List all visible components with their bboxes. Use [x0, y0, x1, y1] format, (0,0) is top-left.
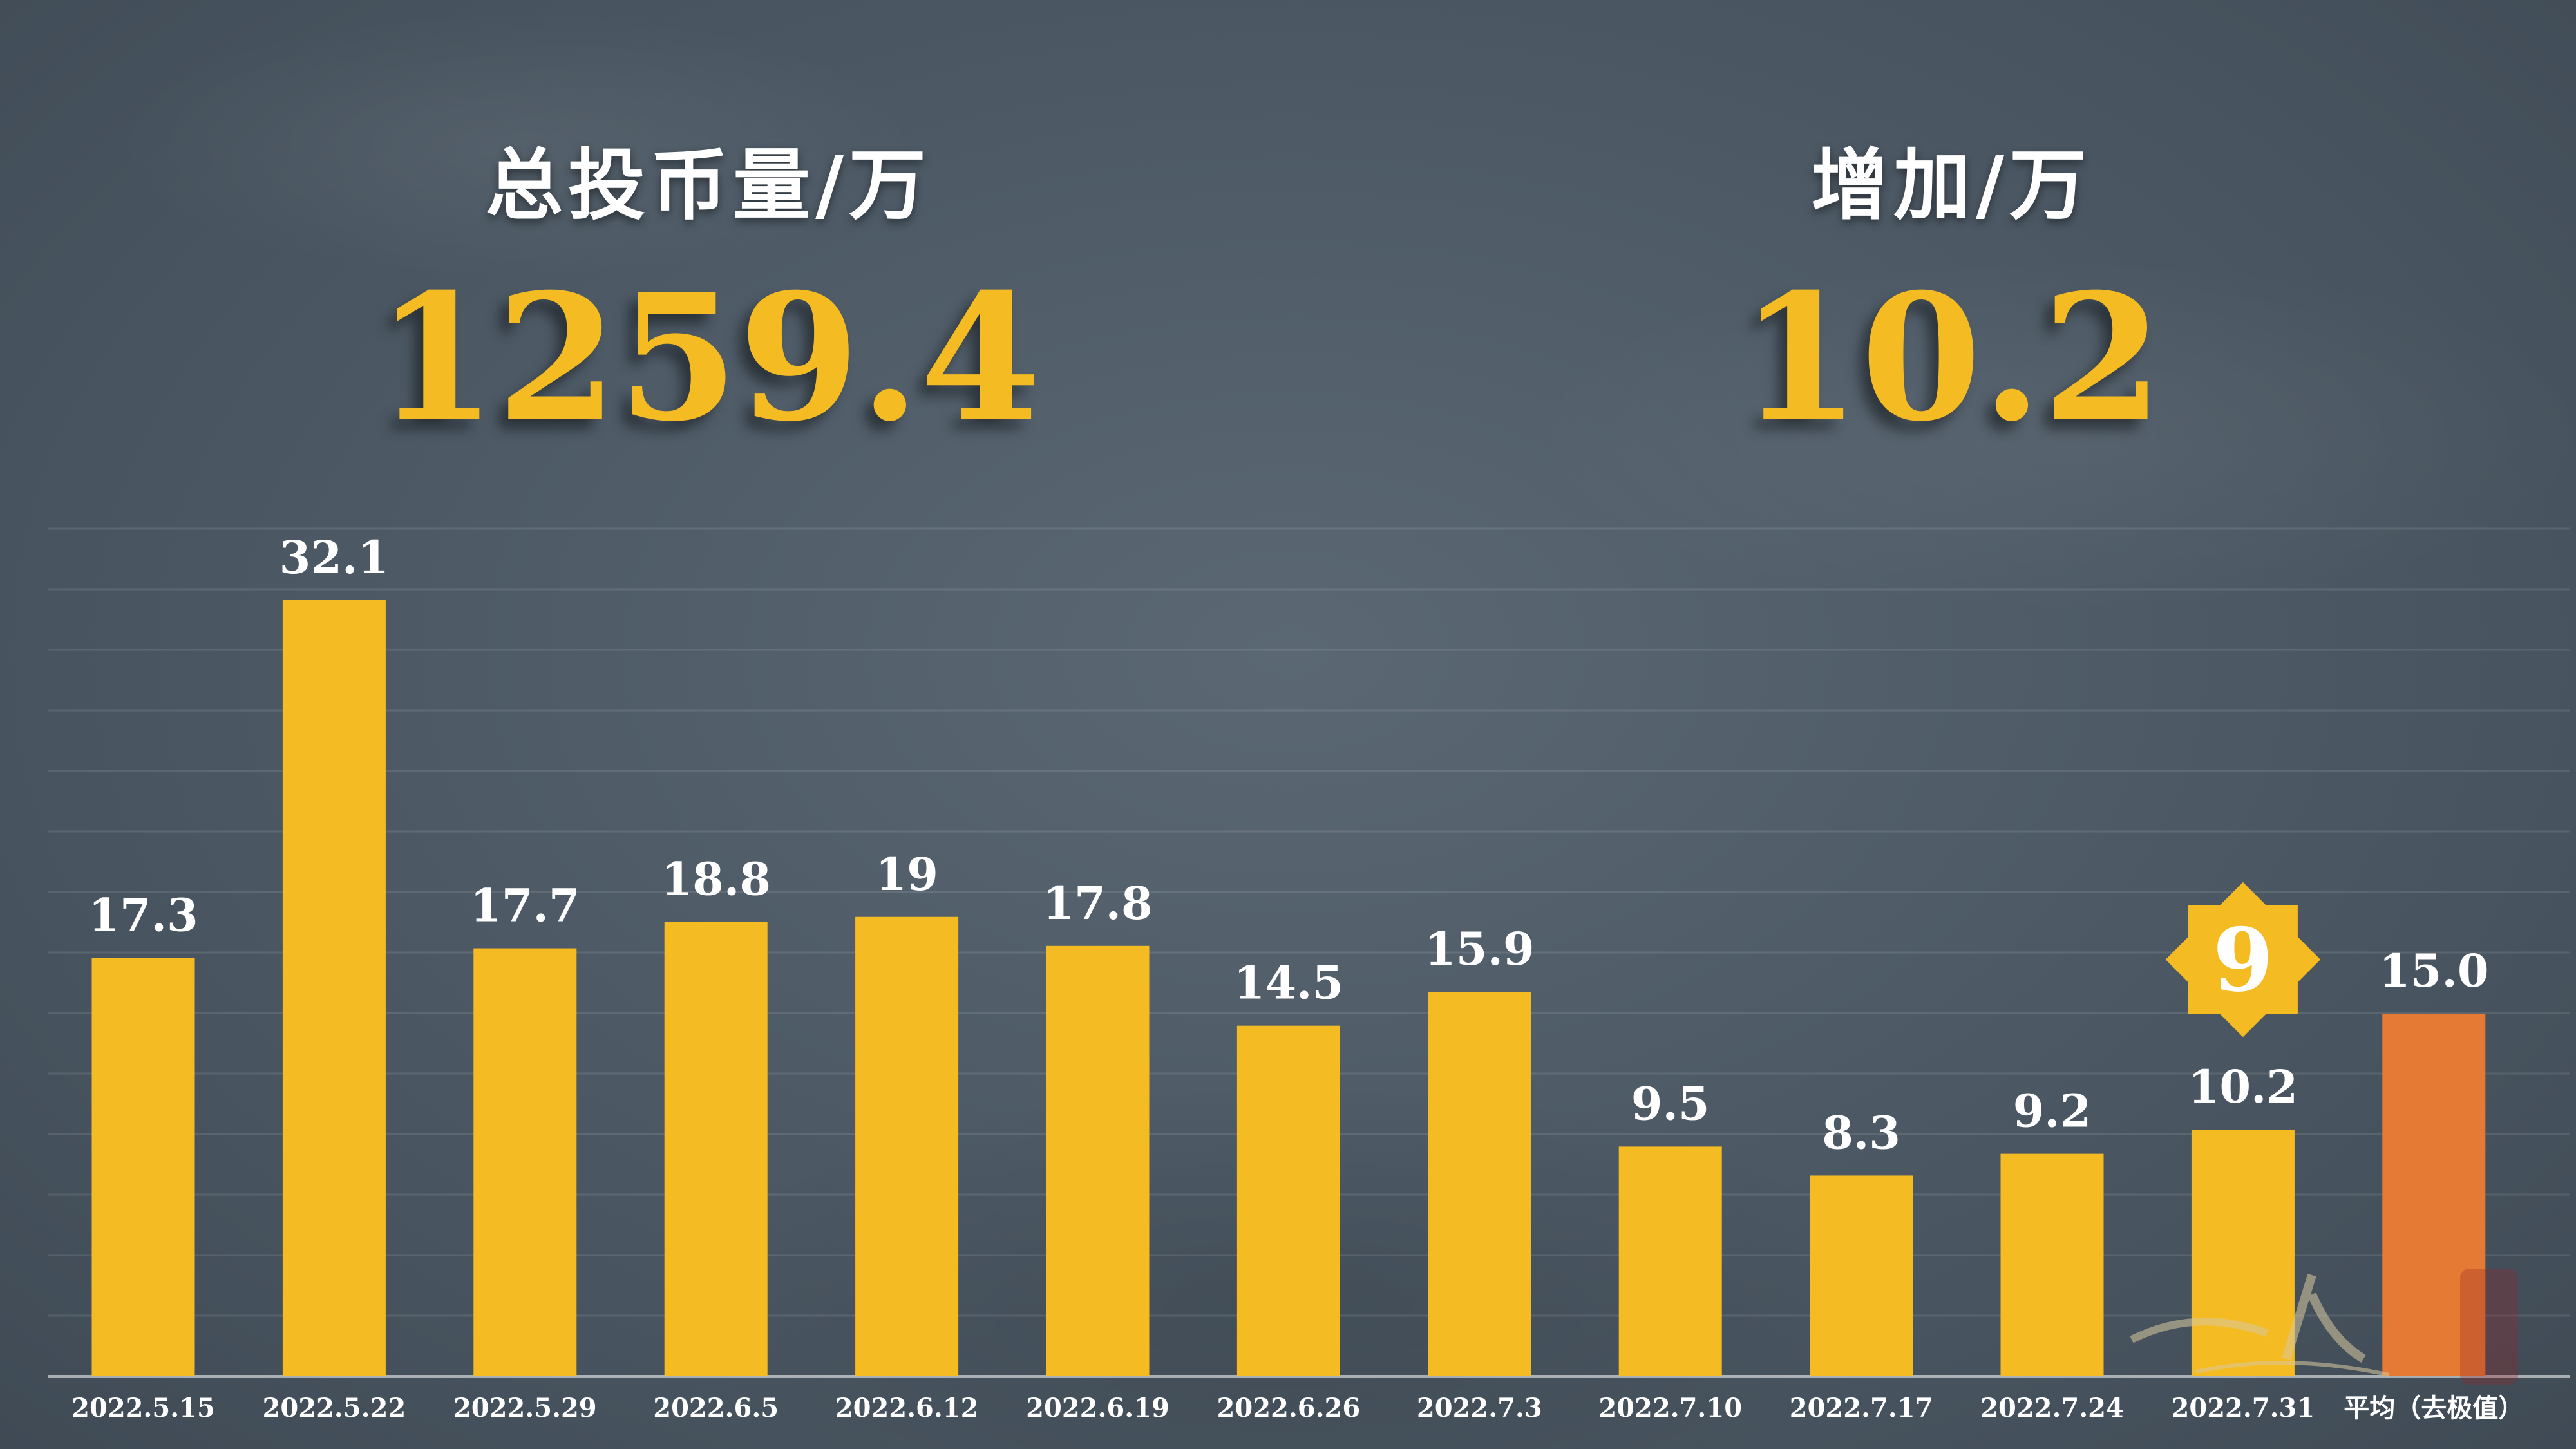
increase-label: 增加/万 — [1811, 141, 2092, 231]
data-label: 9.2 — [2013, 1084, 2092, 1138]
badge-star-diamond — [2165, 882, 2321, 1037]
badge-text: 9 — [2213, 909, 2273, 1011]
bar — [2382, 1013, 2486, 1376]
x-tick-label: 2022.6.5 — [653, 1393, 779, 1423]
bar — [1428, 992, 1531, 1376]
bar — [855, 916, 959, 1376]
bar — [2191, 1130, 2295, 1376]
bar — [1618, 1146, 1722, 1376]
increase-value: 10.2 — [1739, 255, 2163, 460]
data-label: 14.5 — [1234, 956, 1344, 1010]
data-label: 10.2 — [2188, 1060, 2298, 1113]
bar — [91, 958, 195, 1376]
x-tick-label: 平均（去极值） — [2344, 1393, 2524, 1423]
x-tick-label: 2022.7.24 — [1980, 1393, 2124, 1423]
x-tick-label: 2022.5.15 — [71, 1393, 215, 1423]
x-tick-label: 2022.5.29 — [453, 1393, 597, 1423]
bar — [1046, 945, 1150, 1376]
data-label: 17.8 — [1043, 876, 1153, 930]
data-label: 18.8 — [661, 852, 771, 905]
bar — [2000, 1153, 2104, 1376]
x-tick-label: 2022.6.12 — [835, 1393, 979, 1423]
bar — [1236, 1025, 1340, 1376]
bar — [1810, 1175, 1913, 1376]
bar — [664, 922, 768, 1376]
total-coins-value: 1259.4 — [375, 255, 1041, 460]
x-tick-label: 2022.7.17 — [1790, 1393, 1933, 1423]
x-tick-label: 2022.6.19 — [1026, 1393, 1170, 1423]
total-coins-label: 总投币量/万 — [486, 141, 931, 231]
x-tick-label: 2022.6.26 — [1217, 1393, 1361, 1423]
bar — [473, 948, 577, 1376]
data-label: 8.3 — [1822, 1106, 1900, 1159]
data-label: 15.0 — [2379, 944, 2489, 998]
data-label: 32.1 — [279, 531, 390, 584]
data-label: 19 — [875, 848, 938, 901]
data-label: 17.7 — [470, 879, 580, 933]
data-label: 9.5 — [1631, 1077, 1710, 1130]
bar — [282, 600, 386, 1376]
x-tick-label: 2022.5.22 — [263, 1393, 406, 1423]
x-tick-label: 2022.7.31 — [2172, 1393, 2315, 1423]
data-label: 17.3 — [88, 889, 198, 942]
x-tick-label: 2022.7.3 — [1417, 1393, 1542, 1423]
x-tick-label: 2022.7.10 — [1598, 1393, 1742, 1423]
data-label: 15.9 — [1425, 922, 1535, 976]
